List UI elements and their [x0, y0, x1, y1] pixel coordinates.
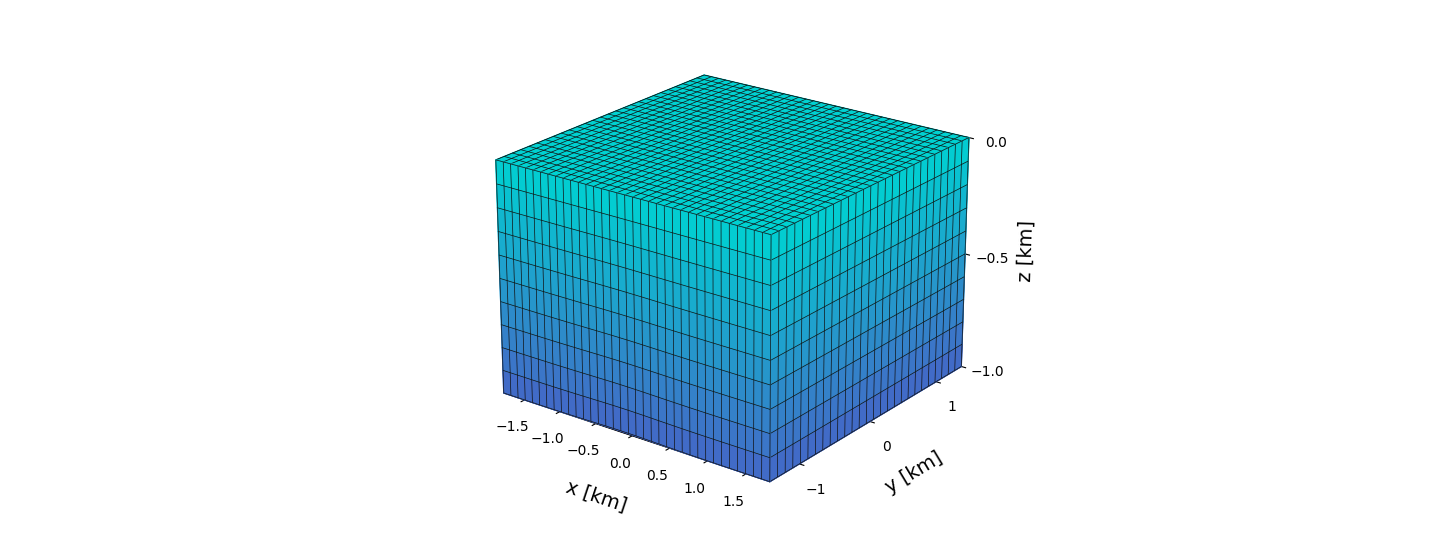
- Y-axis label: y [km]: y [km]: [882, 448, 946, 497]
- X-axis label: x [km]: x [km]: [563, 477, 629, 515]
